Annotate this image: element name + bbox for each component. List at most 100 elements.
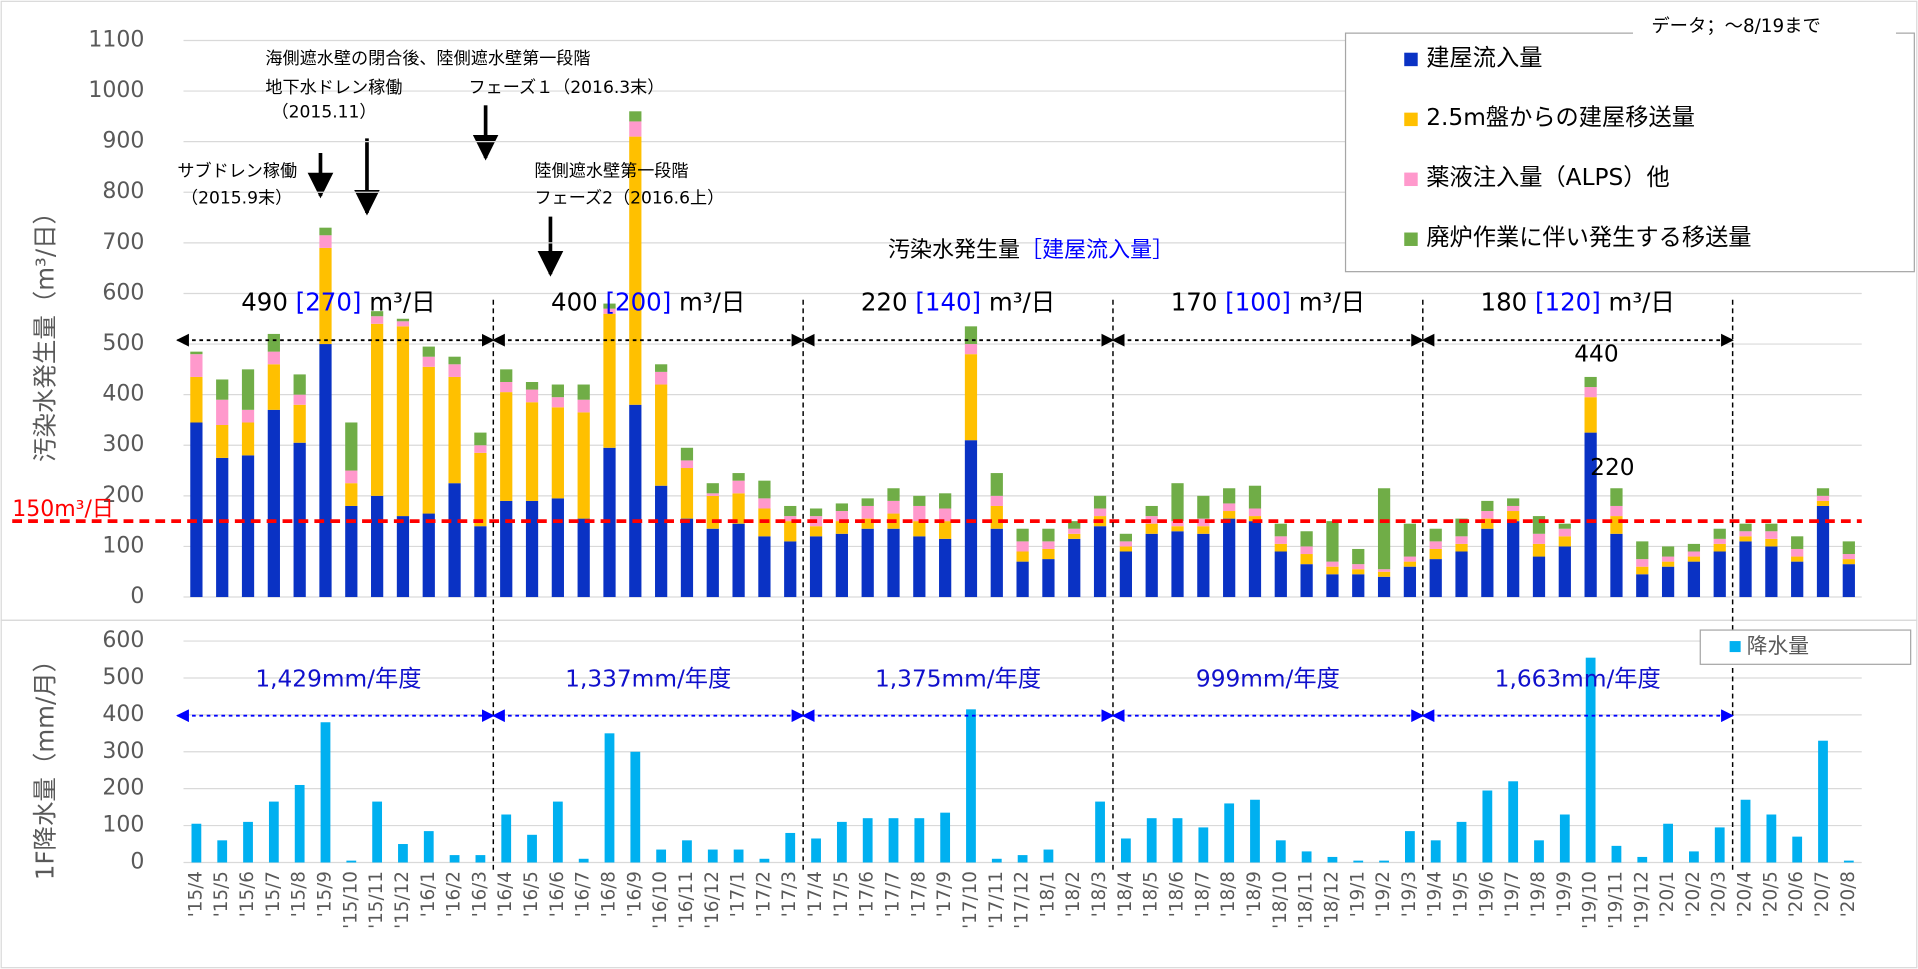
bar-segment bbox=[1481, 511, 1494, 519]
bar-segment bbox=[241, 455, 255, 598]
bar-segment bbox=[1584, 397, 1597, 433]
bar-segment bbox=[241, 422, 255, 456]
x-tick-label: '15/9 bbox=[314, 871, 335, 917]
bar-segment bbox=[784, 541, 797, 598]
x-tick-label: '17/9 bbox=[934, 871, 955, 917]
bar-segment bbox=[809, 508, 823, 517]
bar-segment bbox=[267, 333, 280, 352]
period-title: 汚染水発生量［建屋流入量］ bbox=[888, 238, 1174, 263]
x-tick-label: '19/9 bbox=[1554, 871, 1575, 917]
bar-segment bbox=[1119, 533, 1133, 542]
annotation: サブドレン稼働 bbox=[177, 160, 297, 181]
bar bbox=[862, 818, 873, 863]
bar-segment bbox=[1713, 528, 1726, 539]
x-tick-label: '18/12 bbox=[1321, 871, 1342, 929]
x-tick-label: '19/1 bbox=[1347, 871, 1368, 917]
bar-segment bbox=[1300, 546, 1313, 555]
bar-segment bbox=[1584, 432, 1597, 598]
bar-segment bbox=[1300, 554, 1313, 565]
bar-segment bbox=[319, 344, 332, 598]
bar-segment bbox=[1145, 505, 1158, 517]
bar-segment bbox=[551, 397, 564, 408]
bar-segment bbox=[190, 422, 203, 598]
x-tick-label: '20/6 bbox=[1786, 871, 1807, 917]
bar-segment bbox=[1842, 554, 1855, 560]
x-tick-label: '18/10 bbox=[1270, 871, 1291, 929]
bar bbox=[1508, 781, 1519, 863]
bar-segment bbox=[267, 351, 280, 365]
bar-segment bbox=[1687, 543, 1701, 552]
x-tick-label: '17/6 bbox=[857, 871, 878, 917]
period-label: 170 [100] m³/日 bbox=[1171, 287, 1365, 316]
bar-segment bbox=[861, 528, 874, 598]
bar-segment bbox=[345, 505, 358, 598]
bar-segment bbox=[809, 536, 823, 598]
bar-segment bbox=[1739, 523, 1752, 532]
bar-segment bbox=[1429, 548, 1442, 560]
period-unit: m³/日 bbox=[679, 287, 745, 316]
x-tick-label: '16/5 bbox=[521, 871, 542, 917]
legend-label: 建屋流入量 bbox=[1426, 44, 1542, 71]
bar bbox=[630, 751, 641, 863]
bar-segment bbox=[1429, 528, 1442, 542]
bar-segment bbox=[1532, 516, 1546, 534]
y-axis-title: 1F降水量（mm/月） bbox=[30, 648, 59, 880]
bar bbox=[1818, 740, 1828, 863]
bar-segment bbox=[1713, 551, 1726, 598]
x-tick-label: '16/7 bbox=[573, 871, 594, 917]
bar bbox=[707, 849, 718, 863]
bar-segment bbox=[500, 392, 513, 501]
bar-segment bbox=[345, 422, 358, 471]
annotation-arrows bbox=[307, 105, 564, 277]
bar-segment bbox=[706, 528, 719, 598]
bar-segment bbox=[345, 483, 358, 506]
bar bbox=[1714, 827, 1725, 863]
bar-segment bbox=[1791, 556, 1804, 562]
bar bbox=[836, 821, 847, 863]
bar bbox=[604, 733, 615, 863]
bar-segment bbox=[603, 303, 616, 309]
bar bbox=[1353, 860, 1364, 863]
bar bbox=[423, 831, 434, 863]
x-tick-label: '17/2 bbox=[753, 871, 774, 917]
y-axis-title: 汚染水発生量（m³/日） bbox=[30, 200, 59, 462]
bar bbox=[268, 801, 279, 863]
bar bbox=[785, 832, 796, 863]
bar-segment bbox=[1661, 556, 1675, 562]
bar-segment bbox=[577, 518, 590, 598]
bar-segment bbox=[474, 445, 487, 453]
x-tick-label: '19/11 bbox=[1605, 871, 1626, 929]
bar-segment bbox=[990, 528, 1003, 598]
bar-segment bbox=[990, 505, 1003, 529]
bar-segment bbox=[551, 384, 564, 398]
bar-segment bbox=[603, 308, 616, 314]
bar-segment bbox=[758, 536, 771, 598]
annotation: フェーズ2（2016.6上） bbox=[535, 188, 725, 208]
bar bbox=[1017, 855, 1028, 863]
x-tick-label: '16/8 bbox=[598, 871, 619, 917]
bar-segment bbox=[1532, 543, 1546, 557]
bar-segment bbox=[1429, 541, 1442, 549]
period-total: 490 bbox=[241, 287, 288, 316]
bar bbox=[449, 855, 460, 863]
bar-segment bbox=[1119, 551, 1133, 598]
x-tick-label: '16/9 bbox=[624, 871, 645, 917]
bar-segment bbox=[1145, 523, 1158, 534]
bar-segment bbox=[1093, 526, 1107, 598]
y-tick-label: 0 bbox=[130, 849, 144, 874]
bar-segment bbox=[680, 447, 694, 461]
bar bbox=[1611, 845, 1622, 863]
x-tick-label: '20/5 bbox=[1760, 871, 1781, 917]
bar-segment bbox=[1042, 559, 1055, 598]
bar bbox=[320, 722, 331, 863]
bar bbox=[1301, 851, 1312, 863]
annotation: （2015.9末） bbox=[181, 188, 292, 208]
x-tick-label: '19/5 bbox=[1451, 871, 1472, 917]
x-tick-label: '18/9 bbox=[1244, 871, 1265, 917]
bar-segment bbox=[293, 404, 306, 443]
bar-segment bbox=[732, 473, 745, 481]
bar bbox=[372, 801, 383, 863]
bar-segment bbox=[964, 326, 978, 345]
bar-segment bbox=[1558, 546, 1571, 598]
